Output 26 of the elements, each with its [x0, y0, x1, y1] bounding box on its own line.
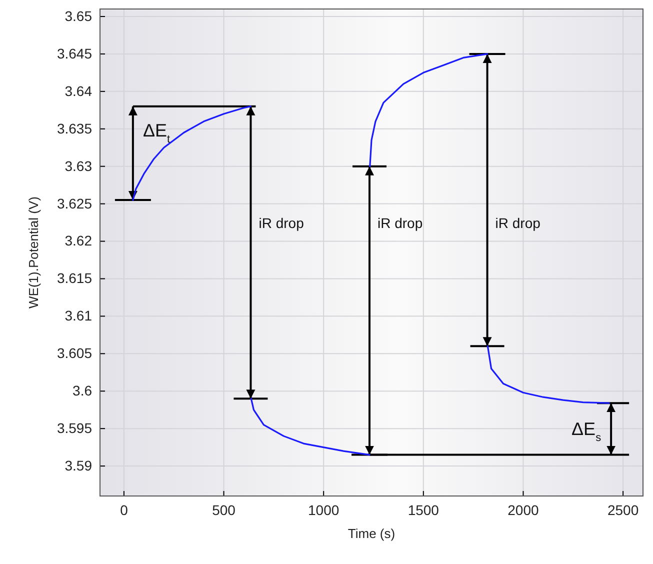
- y-tick-label: 3.59: [64, 458, 92, 474]
- y-tick-label: 3.625: [56, 195, 92, 212]
- x-tick-label: 2500: [607, 502, 639, 518]
- x-tick-label: 0: [120, 502, 128, 518]
- annotation: iR drop: [378, 215, 423, 232]
- y-axis-title: WE(1).Potential (V): [26, 196, 41, 308]
- x-tick-label: 1500: [408, 502, 440, 518]
- y-tick-label: 3.645: [56, 45, 92, 62]
- y-tick-label: 3.6: [72, 382, 92, 399]
- y-tick-label: 3.65: [64, 8, 92, 24]
- x-tick-label: 2000: [508, 502, 539, 518]
- y-tick-label: 3.605: [56, 345, 92, 362]
- annotation: iR drop: [258, 215, 304, 232]
- y-tick-label: 3.615: [56, 270, 92, 286]
- y-tick-label: 3.595: [56, 420, 92, 436]
- y-tick-label: 3.62: [64, 232, 92, 249]
- annotation: ΔE$_{t}$: [142, 120, 170, 146]
- y-tick-label: 3.61: [64, 308, 92, 324]
- annotation: ΔE$_{s}$: [572, 418, 602, 444]
- x-tick-label: 1000: [308, 502, 340, 518]
- y-tick-label: 3.63: [64, 158, 92, 174]
- y-tick-label: 3.64: [64, 82, 92, 99]
- x-tick-label: 500: [212, 502, 236, 518]
- y-tick-label: 3.635: [56, 120, 92, 136]
- annotation: iR drop: [495, 215, 541, 232]
- x-axis-title: Time (s): [348, 526, 396, 541]
